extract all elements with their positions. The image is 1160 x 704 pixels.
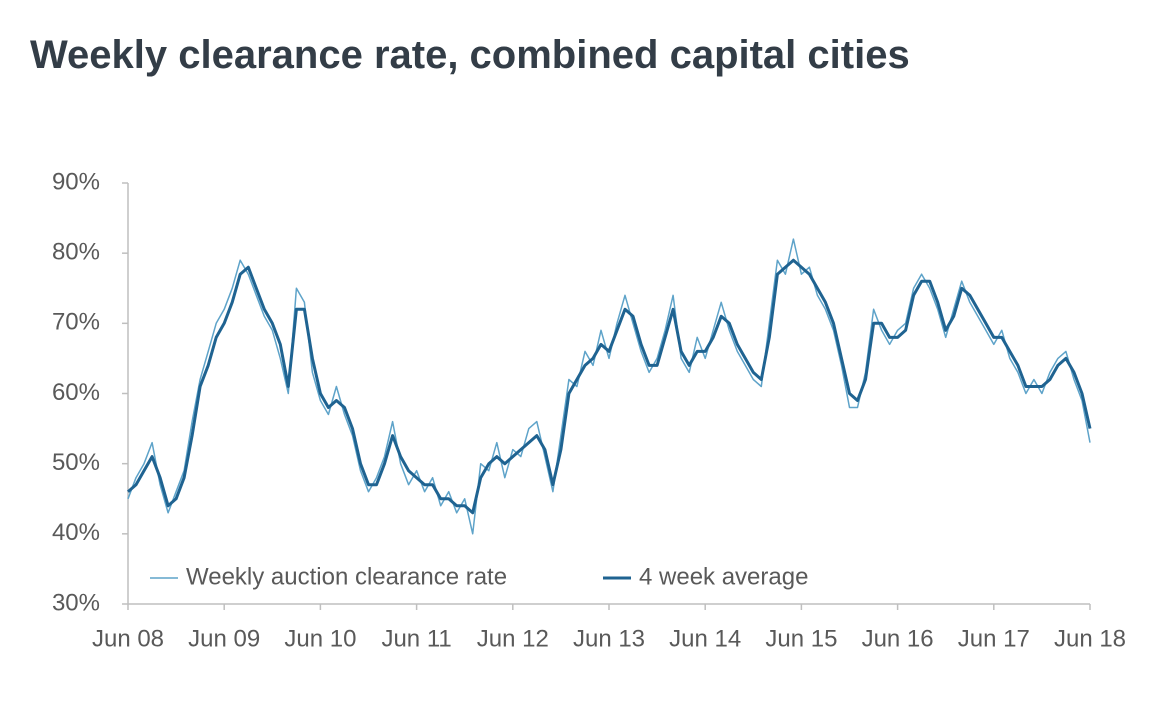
x-tick-label: Jun 09: [188, 625, 260, 652]
y-tick-label: 70%: [52, 309, 100, 336]
x-tick-label: Jun 12: [477, 625, 549, 652]
x-tick-label: Jun 10: [284, 625, 356, 652]
y-tick-label: 90%: [52, 168, 100, 195]
x-tick-label: Jun 08: [92, 625, 164, 652]
y-tick-label: 30%: [52, 589, 100, 616]
y-tick-label: 50%: [52, 449, 100, 476]
y-tick-label: 80%: [52, 239, 100, 266]
x-tick-label: Jun 15: [765, 625, 837, 652]
y-tick-label: 40%: [52, 519, 100, 546]
series-line: [127, 258, 1092, 515]
chart-title: Weekly clearance rate, combined capital …: [30, 33, 910, 77]
x-tick-label: Jun 16: [862, 625, 934, 652]
x-tick-label: Jun 17: [958, 625, 1030, 652]
legend-label: Weekly auction clearance rate: [186, 563, 507, 590]
x-tick-label: Jun 18: [1054, 625, 1126, 652]
legend-label: 4 week average: [639, 563, 808, 590]
series-line: [127, 238, 1091, 535]
x-tick-label: Jun 11: [381, 625, 451, 652]
x-tick-label: Jun 13: [573, 625, 645, 652]
x-tick-label: Jun 14: [669, 625, 741, 652]
y-tick-label: 60%: [52, 379, 100, 406]
